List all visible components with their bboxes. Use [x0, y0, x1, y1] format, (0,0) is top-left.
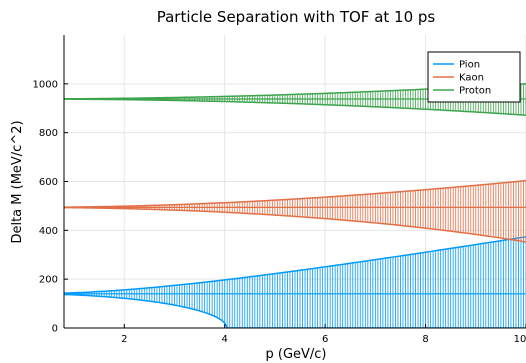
series-pion	[64, 236, 526, 328]
x-axis-label: p (GeV/c)	[265, 347, 326, 362]
series-kaon	[64, 179, 526, 243]
upper-bound-line	[64, 179, 526, 208]
axes: 2 4 6 8 10 0 200 400 600 800 1000	[33, 35, 526, 345]
x-tick-label: 6	[322, 334, 328, 345]
y-tick-label: 1000	[33, 79, 58, 90]
plot-area	[64, 83, 526, 328]
legend-label-kaon: Kaon	[459, 73, 484, 84]
x-tick-label: 8	[422, 334, 428, 345]
y-tick-label: 0	[52, 324, 58, 335]
lower-bound-line	[64, 98, 526, 116]
x-tick-label: 10	[514, 334, 526, 345]
x-tick-label: 2	[121, 334, 127, 345]
y-tick-label: 400	[39, 226, 58, 237]
lower-bound-line	[64, 206, 526, 243]
lower-bound-line	[64, 293, 526, 328]
y-tick-label: 800	[39, 128, 58, 139]
legend-label-proton: Proton	[459, 86, 491, 97]
x-tick-label: 4	[222, 334, 228, 345]
legend-label-pion: Pion	[459, 60, 480, 71]
legend: Pion Kaon Proton	[427, 51, 521, 103]
y-tick-label: 600	[39, 177, 58, 188]
upper-bound-line	[64, 236, 526, 294]
y-axis-label: Delta M (MeV/c^2)	[10, 120, 25, 243]
y-tick-label: 200	[39, 275, 58, 286]
chart-title: Particle Separation with TOF at 10 ps	[157, 8, 436, 26]
